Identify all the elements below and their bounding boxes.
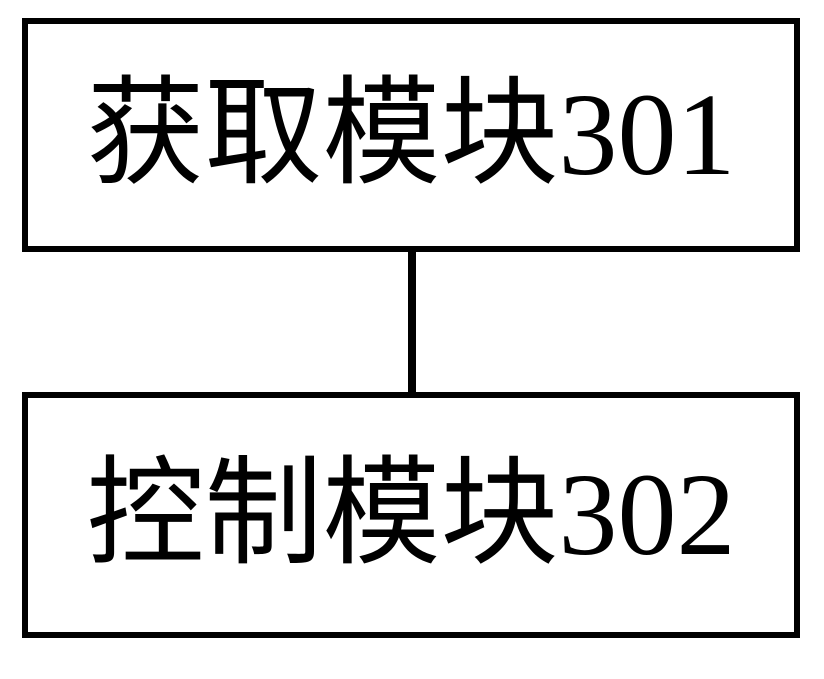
node-control-module-302: 控制模块302: [22, 392, 800, 638]
node-label: 控制模块302: [86, 456, 735, 574]
node-label: 获取模块301: [86, 76, 735, 194]
edge-301-to-302: [408, 252, 416, 392]
diagram-canvas: 获取模块301 控制模块302: [0, 0, 824, 679]
node-acquire-module-301: 获取模块301: [22, 18, 800, 252]
